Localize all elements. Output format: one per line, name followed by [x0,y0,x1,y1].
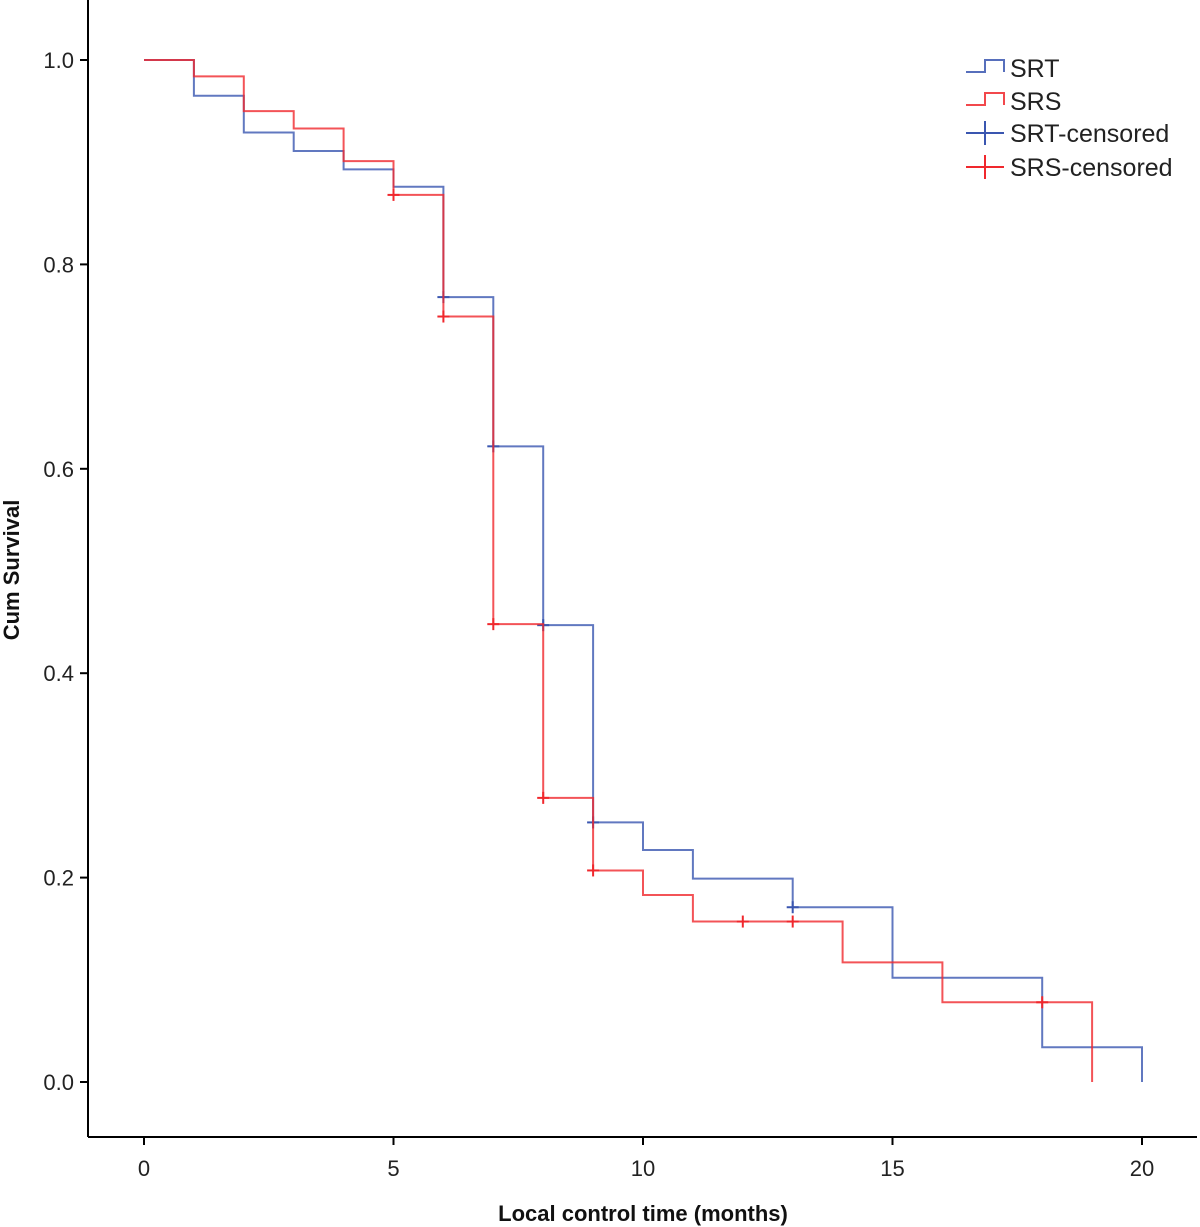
legend-label-srs-censored: SRS-censored [1010,154,1173,182]
x-tick-label: 0 [138,1156,150,1181]
legend-swatch-srt-censored [966,121,1004,145]
x-axis-label: Local control time (months) [498,1201,788,1226]
x-tick-label: 10 [631,1156,655,1181]
censor-mark-srs [736,915,749,928]
y-axis-label: Cum Survival [0,500,24,641]
censor-mark-srs [487,618,500,631]
y-tick-label: 0.2 [43,866,74,891]
legend: SRT SRS SRT-censored SRS-censored [966,55,1173,182]
y-tick-label: 1.0 [43,48,74,73]
censor-mark-srs [1036,996,1049,1009]
x-tick-label: 20 [1130,1156,1154,1181]
y-tick-label: 0.8 [43,252,74,277]
y-tick-label: 0.4 [43,661,74,686]
series-line-srt [144,59,1143,1082]
censor-mark-srs [437,310,450,323]
censor-mark-srs [387,188,400,201]
x-tick-label: 15 [880,1156,904,1181]
legend-swatch-srt [966,59,1005,73]
y-tick-label: 0.0 [43,1070,74,1095]
legend-swatch-srs [966,92,1005,106]
y-ticks: 0.0 0.2 0.4 0.6 0.8 1.0 [43,48,88,1095]
legend-label-srt-censored: SRT-censored [1010,120,1169,148]
censor-mark-srt [786,901,799,914]
censor-mark-srs [587,864,600,877]
series-line-srs [144,59,1094,1082]
x-tick-label: 5 [387,1156,399,1181]
legend-label-srs: SRS [1010,88,1061,116]
censor-mark-srs [537,791,550,804]
plot-area [144,59,1143,1082]
censor-mark-srs [786,915,799,928]
x-ticks: 0 5 10 15 20 [138,1137,1154,1181]
y-tick-label: 0.6 [43,457,74,482]
legend-label-srt: SRT [1010,55,1060,83]
legend-swatch-srs-censored [966,155,1004,179]
